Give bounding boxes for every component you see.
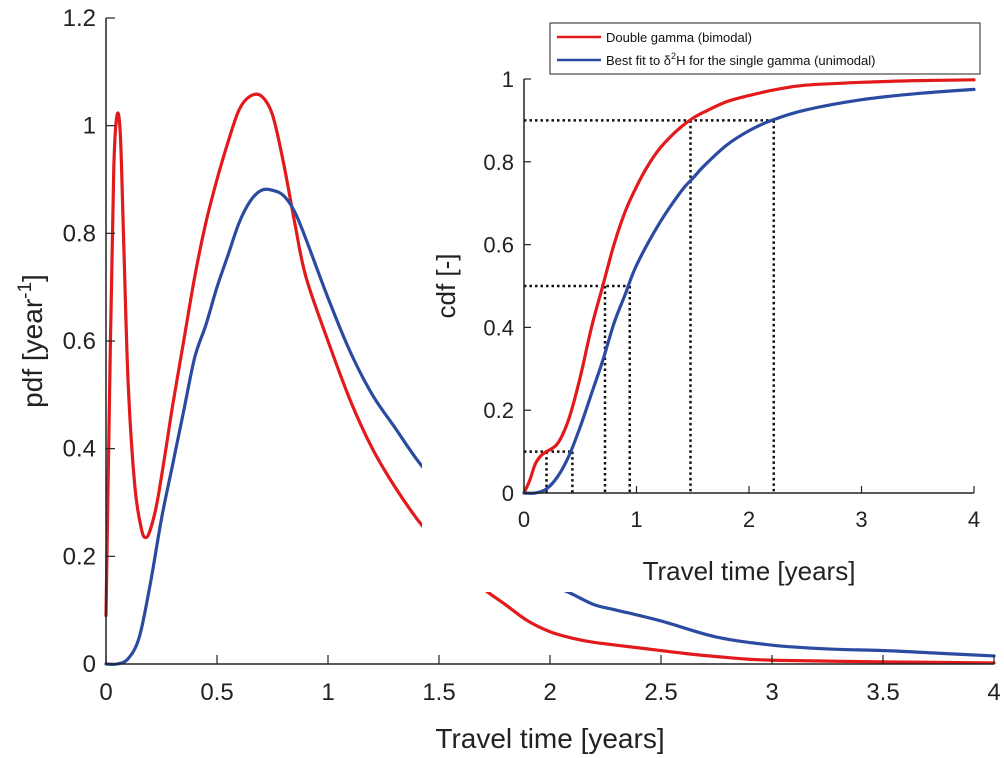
- inset-y-tick-label: 0.8: [483, 150, 514, 175]
- main-y-tick-label: 0: [83, 651, 96, 678]
- inset-chart: 0 1 2 3 4 0 0.2 0.4 0.6 0.8 1: [483, 67, 980, 532]
- main-y-axis-title-superscript: -1: [15, 282, 36, 299]
- main-x-tick-label: 3: [765, 679, 778, 706]
- main-x-tick-label: 0.5: [200, 679, 233, 706]
- main-y-tick-label: 1: [83, 113, 96, 140]
- main-x-tick-label: 2.5: [644, 679, 677, 706]
- legend-label-single-gamma: Best fit to δ2H for the single gamma (un…: [606, 51, 875, 68]
- legend-label-single-gamma-prefix: Best fit to δ: [606, 53, 671, 68]
- main-x-tick-label: 0: [99, 679, 112, 706]
- inset-y-tick-label: 0.2: [483, 398, 514, 423]
- inset-x-tick-label: 1: [630, 507, 642, 532]
- main-y-tick-label: 0.4: [63, 436, 96, 463]
- main-x-tick-label: 2: [543, 679, 556, 706]
- main-x-tick-label: 4: [987, 679, 1000, 706]
- inset-plot-area: [524, 79, 974, 493]
- main-x-axis-title: Travel time [years]: [435, 723, 664, 754]
- inset-series-line-1: [522, 87, 976, 495]
- inset-x-tick-label: 0: [518, 507, 530, 532]
- inset-y-tick-label: 0.4: [483, 315, 514, 340]
- main-y-axis-title-text: pdf [year: [17, 299, 48, 408]
- legend-label-double-gamma: Double gamma (bimodal): [606, 30, 752, 45]
- inset-legend: Double gamma (bimodal) Best fit to δ2H f…: [549, 22, 981, 75]
- inset-y-tick-label: 0: [502, 481, 514, 506]
- main-y-axis-title: pdf [year-1]: [15, 274, 48, 408]
- main-y-tick-label: 0.8: [63, 220, 96, 247]
- main-x-tick-label: 1: [321, 679, 334, 706]
- main-chart: 0 0.5 1 1.5 2 2.5 3 3.5 4 0 0.2 0.4 0.6 0.8 1 1.2: [63, 5, 1001, 706]
- inset-y-tick-label: 0.6: [483, 233, 514, 258]
- inset-x-tick-label: 3: [855, 507, 867, 532]
- main-y-tick-label: 1.2: [63, 5, 96, 32]
- main-y-axis-title-close: ]: [17, 274, 48, 282]
- main-x-tick-label: 3.5: [866, 679, 899, 706]
- legend-label-double-gamma-text: Double gamma (bimodal): [606, 30, 752, 45]
- main-series-line-0: [104, 92, 996, 665]
- inset-x-axis-title: Travel time [years]: [643, 556, 856, 586]
- inset-series-line-0: [522, 78, 976, 495]
- inset-x-tick-label: 4: [968, 507, 980, 532]
- inset-y-axis-title: cdf [-]: [431, 253, 461, 318]
- inset-y-tick-label: 1: [502, 67, 514, 92]
- main-x-tick-label: 1.5: [422, 679, 455, 706]
- legend-label-single-gamma-superscript: 2: [671, 51, 676, 61]
- inset-x-tick-label: 2: [743, 507, 755, 532]
- legend-box: [549, 22, 981, 75]
- main-y-tick-label: 0.2: [63, 543, 96, 570]
- main-y-tick-label: 0.6: [63, 328, 96, 355]
- main-series-line-1: [104, 187, 996, 666]
- legend-label-single-gamma-suffix: H for the single gamma (unimodal): [676, 53, 875, 68]
